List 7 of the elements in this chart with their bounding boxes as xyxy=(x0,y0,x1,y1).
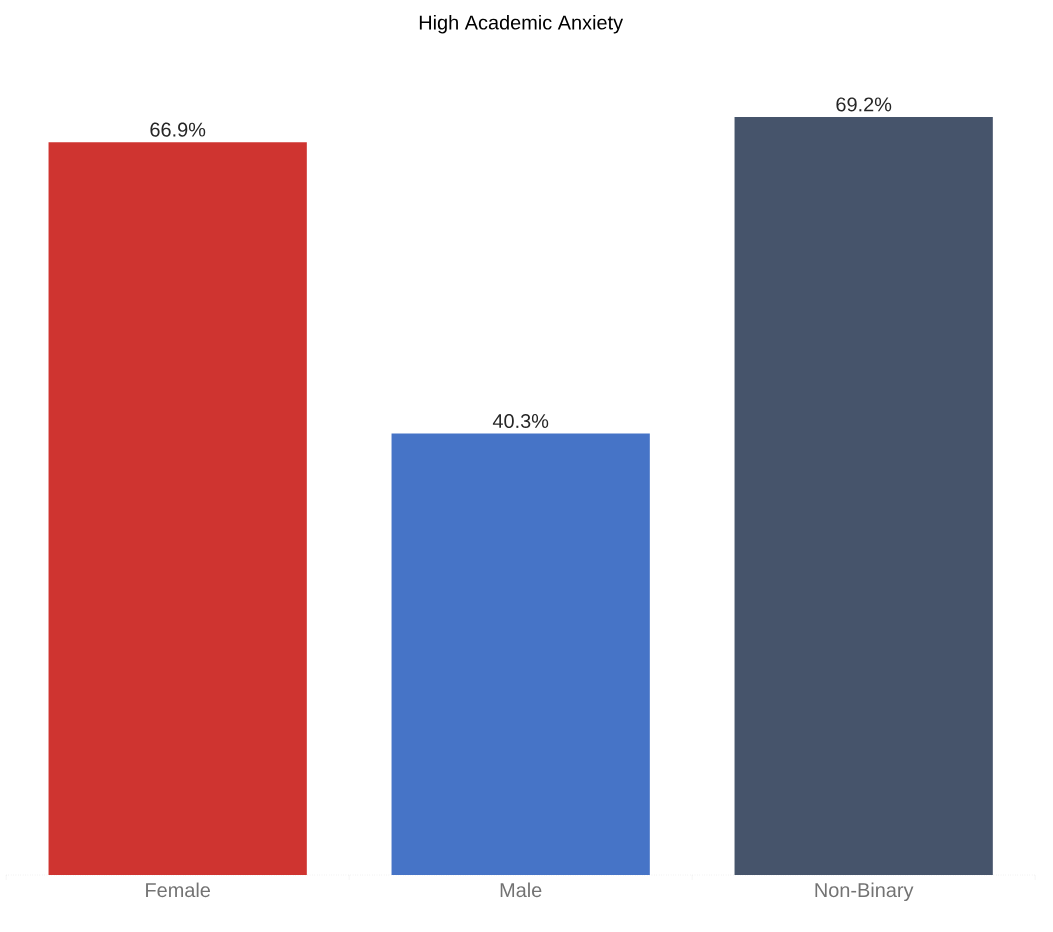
x-tick-label: Non-Binary xyxy=(815,882,914,902)
data-label: 40.3% xyxy=(492,413,549,429)
data-label: 66.9% xyxy=(150,122,206,137)
x-tick-label: Male xyxy=(500,882,542,898)
data-label: 69.2% xyxy=(836,97,892,112)
x-tick-label: Female xyxy=(146,882,210,898)
chart-title: High Academic Anxiety xyxy=(419,14,624,34)
